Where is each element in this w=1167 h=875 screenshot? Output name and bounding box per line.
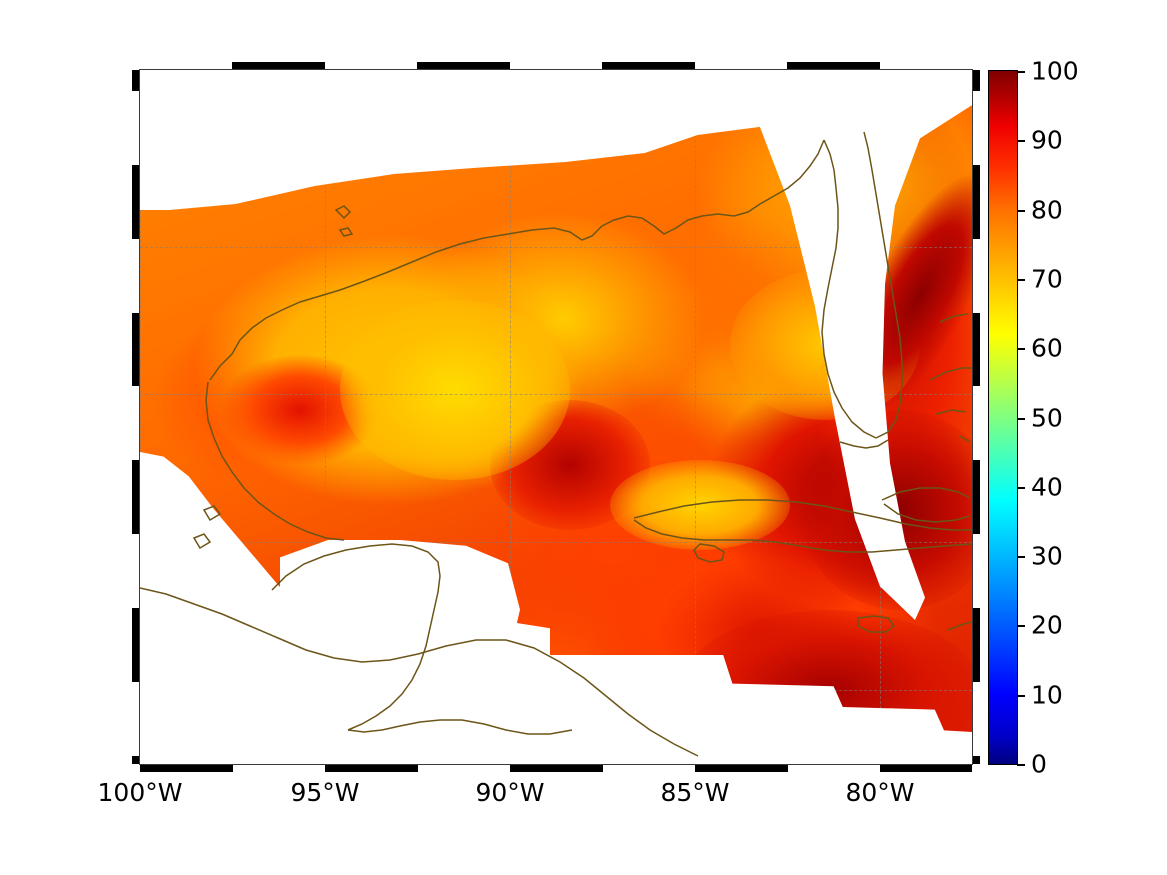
map-frame-right xyxy=(972,62,980,772)
sst-eddy-cuba-north xyxy=(610,460,790,550)
sst-cool-center-gulf xyxy=(340,300,570,480)
colorbar-tick-label: 30 xyxy=(1031,541,1063,571)
gridline-lat-20 xyxy=(140,542,972,543)
x-tick-label: 100°W xyxy=(97,778,183,807)
map-plot-area[interactable] xyxy=(140,70,972,764)
colorbar-tick xyxy=(1017,140,1025,143)
colorbar-tick xyxy=(1017,486,1025,489)
x-tick-label: 90°W xyxy=(475,778,545,807)
colorbar-tick-label: 10 xyxy=(1031,680,1063,710)
colorbar[interactable]: 100 90 80 70 60 50 40 30 20 10 0 xyxy=(988,57,1079,779)
coastline-layer xyxy=(140,131,972,757)
colorbar-tick xyxy=(1017,348,1025,351)
colorbar-tick-label: 50 xyxy=(1031,403,1063,432)
gridline-lat-24 xyxy=(140,394,972,395)
colorbar-tick xyxy=(1017,764,1025,766)
colorbar-tick xyxy=(1017,278,1025,281)
colorbar-tick-label: 80 xyxy=(1031,195,1063,225)
colorbar-tick xyxy=(1017,209,1025,212)
gridline-lon-95 xyxy=(325,70,326,764)
colorbar-tick xyxy=(1017,71,1025,73)
colorbar-tick-label: 100 xyxy=(1031,56,1079,86)
colorbar-gradient xyxy=(989,71,1017,764)
map-frame-bottom xyxy=(132,764,980,772)
axis-spine-top xyxy=(140,69,973,70)
colorbar-tick-label: 0 xyxy=(1031,749,1047,779)
colorbar-tick-label: 90 xyxy=(1031,125,1063,155)
colorbar-tick xyxy=(1017,694,1025,697)
x-tick-label: 85°W xyxy=(660,778,730,807)
axis-spine-left xyxy=(139,69,140,765)
gridline-lon-85 xyxy=(695,70,696,764)
colorbar-tick-label: 70 xyxy=(1031,264,1063,294)
colorbar-tick xyxy=(1017,417,1025,420)
colorbar-tick-label: 40 xyxy=(1031,472,1063,502)
colorbar-tick xyxy=(1017,556,1025,559)
colorbar-tick-label: 60 xyxy=(1031,333,1063,363)
x-tick-label: 80°W xyxy=(845,778,915,807)
gridline-lat-28 xyxy=(140,247,972,248)
map-frame-left xyxy=(132,62,140,772)
gridline-lon-100 xyxy=(140,70,141,764)
axis-spine-bottom xyxy=(140,764,973,765)
map-axes[interactable] xyxy=(132,62,980,772)
colorbar-tick-label: 20 xyxy=(1031,610,1063,640)
gridline-lon-90 xyxy=(510,70,511,764)
axis-spine-right xyxy=(972,69,973,765)
colorbar-tick xyxy=(1017,625,1025,628)
x-tick-label: 95°W xyxy=(290,778,360,807)
